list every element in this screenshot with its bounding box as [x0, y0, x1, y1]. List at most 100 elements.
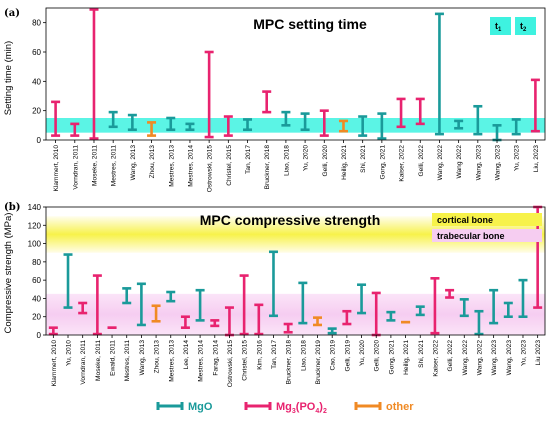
- y-tick-label: 100: [28, 240, 42, 249]
- category-label: Kim, 2016: [256, 340, 263, 370]
- range-bar: [283, 322, 293, 334]
- category-label: Yu, 2010: [66, 340, 73, 366]
- category-label: Zhou, 2013: [149, 145, 156, 179]
- category-label: Wang, 2023: [491, 340, 498, 376]
- range-bar: [223, 115, 233, 137]
- category-label: Zhou, 2013: [154, 340, 161, 374]
- range-bar: [262, 90, 272, 114]
- svg-text:t2: t2: [520, 21, 527, 33]
- range-bar: [185, 122, 195, 132]
- panel-a-y-ticks: 0 20 40 60 80: [32, 19, 46, 145]
- trabecular-bone-band: [46, 293, 545, 335]
- svg-text:t1: t1: [495, 21, 502, 33]
- range-bar: [511, 118, 521, 136]
- range-bar: [327, 327, 337, 335]
- y-tick-label: 20: [32, 107, 41, 116]
- y-tick-label: 140: [28, 203, 42, 212]
- range-bar: [108, 110, 118, 129]
- category-label: Gong, 2021: [388, 340, 395, 375]
- category-label: Moseke, 2011: [91, 145, 98, 186]
- y-tick-label: 40: [32, 294, 41, 303]
- category-label: Mestres, 2011: [111, 145, 118, 187]
- panel-b-category-labels: Klammert, 2010 Yu, 2010 Vorndran, 2011 Mose…: [51, 335, 542, 387]
- category-label: Wang, 2023: [475, 145, 482, 181]
- category-label: Liao, 2018: [300, 340, 307, 371]
- category-label: Shi, 2021: [418, 340, 425, 368]
- panel-a-label: (a): [4, 8, 20, 19]
- cortical-bone-label-box: [432, 213, 542, 226]
- y-tick-label: 20: [32, 313, 41, 322]
- category-label: Mestres, 2014: [187, 145, 194, 187]
- category-label: Yu, 2020: [359, 340, 366, 366]
- range-bar: [122, 287, 132, 305]
- category-label: Gong, 2021: [379, 145, 386, 180]
- category-label: Klammert, 2010: [51, 340, 58, 387]
- y-tick-label: 40: [32, 77, 41, 86]
- panel-b-y-ticks: 0 20 40 60 80 100 120 140: [28, 203, 46, 340]
- range-bar: [386, 310, 396, 322]
- y-tick-label: 0: [37, 331, 42, 340]
- panel-b-compressive-strength: 0 20 40 60 80 100 120 140 MPC compressive stren…: [3, 202, 546, 387]
- category-label: Mestres, 2013: [168, 145, 175, 187]
- panel-a-y-axis-label: Setting time (min): [3, 41, 14, 115]
- category-label: Ostrowski, 2015: [207, 145, 214, 193]
- range-bar: [268, 250, 278, 318]
- range-bar: [474, 309, 484, 336]
- category-label: Yu, 2023: [514, 145, 521, 171]
- legend-swatch-mgo: [156, 402, 184, 410]
- panel-a-plot-frame: [45, 7, 546, 141]
- range-bar: [518, 278, 528, 319]
- category-label: Mestres, 2014: [198, 340, 205, 382]
- legend-item-mgo: MgO: [156, 401, 213, 413]
- category-label: Kaiser, 2022: [399, 145, 406, 182]
- range-bar: [151, 304, 161, 323]
- panel-a-category-labels: Klammert, 2010 Vorndran, 2011 Moseke, 2011…: [53, 140, 540, 192]
- panel-a-bars: [51, 8, 540, 142]
- category-label: Wang, 2022: [476, 340, 483, 376]
- range-bar: [298, 281, 308, 325]
- range-bar: [342, 309, 352, 326]
- range-bar: [166, 290, 176, 303]
- category-label: Gelli, 2022: [418, 145, 425, 177]
- range-bar: [195, 288, 205, 322]
- category-label: Shi, 2021: [360, 145, 367, 173]
- category-label: Moseke, 2011: [95, 340, 102, 381]
- legend-label-mgo: MgO: [188, 401, 213, 413]
- range-bar: [281, 110, 291, 127]
- category-label: Kaiser, 2022: [432, 340, 439, 377]
- range-bar: [239, 274, 249, 336]
- range-bar: [357, 283, 367, 315]
- range-bar: [415, 97, 425, 126]
- y-tick-label: 120: [28, 221, 42, 230]
- category-label: Bruckner, 2018: [264, 145, 271, 190]
- category-label: Gelli, 2020: [374, 340, 381, 372]
- panel-b-label: (b): [4, 202, 20, 213]
- category-label: Bruckner, 2018: [286, 340, 293, 385]
- t1-label: t: [495, 21, 498, 31]
- category-label: Wang, 2022: [437, 145, 444, 181]
- category-label: Wang, 2022: [462, 340, 469, 376]
- legend: MgO Mg3(PO4)2 other: [156, 401, 414, 415]
- category-label: Ewald, 2011: [110, 340, 117, 376]
- category-label: Liu 2023: [535, 340, 542, 366]
- range-bar: [89, 8, 99, 140]
- panel-a-setting-time: 0 20 40 60 80 MPC setting time (a) Setting t…: [3, 7, 546, 192]
- y-tick-label: 80: [32, 258, 41, 267]
- range-bar: [147, 121, 157, 137]
- panel-b-y-axis-label: Compressive strength (MPa): [3, 213, 14, 334]
- legend-label-other: other: [386, 401, 414, 413]
- legend-t1-box: t1: [490, 17, 511, 35]
- legend-item-other: other: [354, 401, 414, 413]
- range-bar: [377, 112, 387, 140]
- legend-t2-box: t2: [515, 17, 536, 35]
- t2-label: t: [520, 21, 523, 31]
- range-bar: [473, 104, 483, 136]
- y-tick-label: 0: [37, 136, 42, 145]
- t2-sub: 2: [523, 27, 527, 33]
- category-label: Mestres, 2011: [124, 340, 131, 382]
- category-label: Yu, 2020: [303, 145, 310, 171]
- range-bar: [70, 122, 80, 137]
- range-bar: [63, 253, 73, 309]
- y-tick-label: 60: [32, 276, 41, 285]
- category-label: Wang, 2013: [130, 145, 137, 181]
